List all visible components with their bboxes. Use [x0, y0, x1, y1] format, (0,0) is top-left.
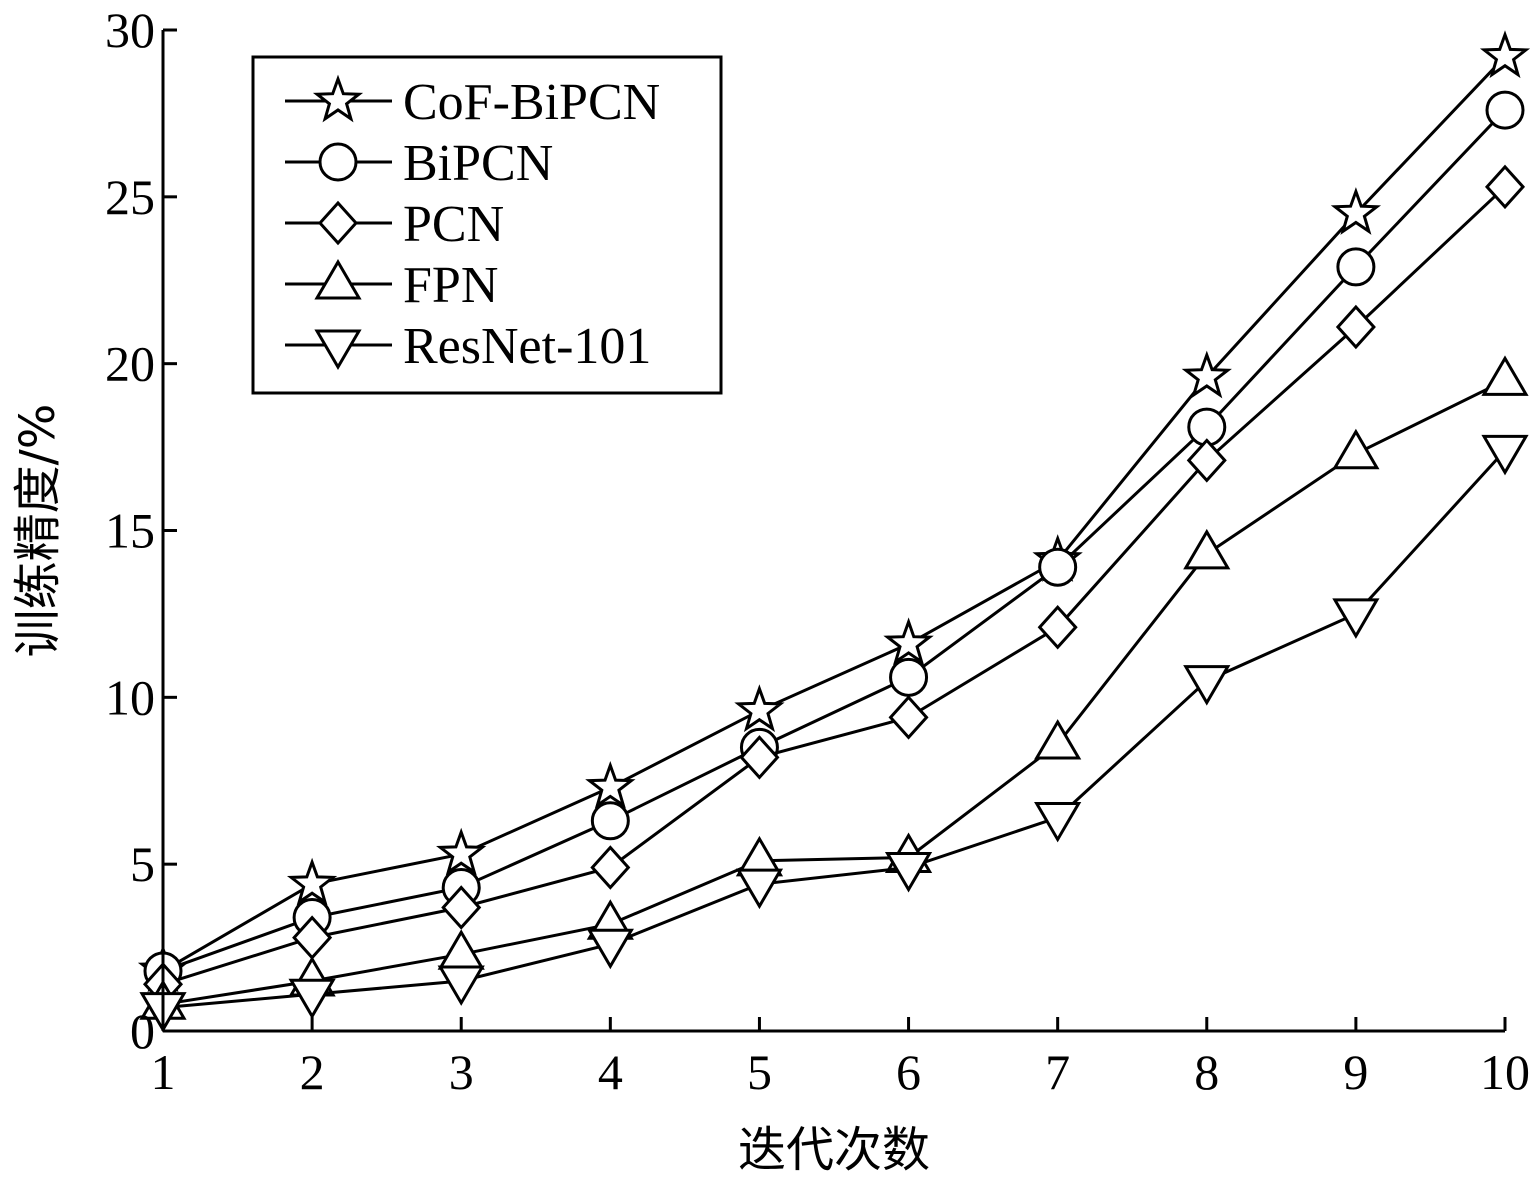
- series-line-resnet-101: [162, 449, 1507, 1010]
- point-fpn: [1034, 719, 1082, 760]
- x-tick-label: 7: [1045, 1044, 1070, 1100]
- point-cof-bipcn: [1479, 30, 1531, 79]
- point-fpn: [1183, 528, 1231, 570]
- point-resnet-101: [437, 965, 485, 1006]
- point-pcn: [888, 695, 929, 740]
- point-bipcn: [590, 801, 630, 841]
- legend-label: FPN: [403, 257, 498, 314]
- point-pcn: [1335, 304, 1376, 350]
- point-bipcn: [889, 657, 929, 697]
- point-pcn: [590, 845, 631, 890]
- x-tick-label: 6: [896, 1044, 921, 1100]
- point-fpn: [1332, 428, 1380, 470]
- point-pcn: [1484, 164, 1526, 210]
- y-tick-label: 5: [130, 836, 155, 892]
- point-resnet-101: [1183, 665, 1231, 706]
- legend-entry-fpn: FPN: [285, 257, 498, 314]
- series-pcn: [142, 164, 1526, 1007]
- point-bipcn: [1485, 90, 1525, 130]
- legend-marker: [318, 142, 358, 182]
- point-cof-bipcn: [734, 684, 785, 733]
- x-tick-label: 4: [598, 1044, 623, 1100]
- point-resnet-101: [884, 852, 933, 893]
- y-tick-label: 25: [105, 169, 155, 225]
- legend-marker: [317, 200, 359, 246]
- point-pcn: [441, 885, 482, 930]
- legend-marker: [314, 329, 362, 370]
- series-line-pcn: [162, 185, 1507, 986]
- point-cof-bipcn: [286, 857, 338, 906]
- point-cof-bipcn: [585, 760, 636, 809]
- point-resnet-101: [1332, 598, 1380, 639]
- point-pcn: [739, 735, 780, 780]
- legend-label: ResNet-101: [403, 318, 651, 375]
- x-tick-label: 1: [151, 1044, 176, 1100]
- x-tick-label: 10: [1480, 1044, 1530, 1100]
- point-resnet-101: [1481, 434, 1529, 476]
- y-tick-label: 30: [105, 2, 155, 58]
- series-line-cof-bipcn: [162, 55, 1507, 973]
- series-layer: [137, 30, 1531, 1033]
- point-cof-bipcn: [883, 617, 934, 666]
- series-resnet-101: [139, 434, 1529, 1033]
- legend-entry-bipcn: BiPCN: [285, 135, 553, 192]
- x-tick-label: 8: [1194, 1044, 1219, 1100]
- point-resnet-101: [1034, 801, 1082, 843]
- tick-labels: 1 2 3 4 5 6 7 8 9 10 0 5 10 15 20 25 30: [105, 2, 1530, 1100]
- point-bipcn: [1336, 247, 1376, 287]
- legend-entry-resnet-101: ResNet-101: [285, 318, 651, 375]
- point-cof-bipcn: [1181, 350, 1232, 399]
- point-fpn: [1481, 355, 1529, 396]
- point-bipcn: [1038, 547, 1078, 587]
- legend-marker: [314, 259, 362, 300]
- point-pcn: [1037, 605, 1078, 650]
- y-tick-label: 15: [105, 503, 155, 559]
- x-tick-label: 5: [747, 1044, 772, 1100]
- series-line-fpn: [162, 379, 1506, 1006]
- y-tick-label: 20: [105, 336, 155, 392]
- legend-label: PCN: [403, 196, 504, 253]
- point-resnet-101: [586, 928, 634, 970]
- legend-entry-pcn: PCN: [285, 196, 504, 253]
- point-resnet-101: [735, 868, 784, 910]
- x-tick-label: 9: [1343, 1044, 1368, 1100]
- legend-entry-cof-bipcn: CoF-BiPCN: [285, 74, 660, 131]
- series-fpn: [139, 355, 1529, 1020]
- x-axis-title: 迭代次数: [738, 1122, 930, 1178]
- legend-label: CoF-BiPCN: [403, 74, 660, 131]
- y-tick-label: 0: [130, 1003, 155, 1059]
- legend-marker: [312, 74, 364, 123]
- x-tick-label: 3: [449, 1044, 474, 1100]
- point-cof-bipcn: [436, 827, 487, 876]
- legend-label: BiPCN: [403, 135, 553, 192]
- axes: [161, 28, 1507, 1033]
- point-cof-bipcn: [1330, 187, 1382, 235]
- point-resnet-101: [288, 978, 336, 1020]
- y-axis-title: 训练精度/%: [10, 404, 66, 658]
- series-cof-bipcn: [137, 30, 1531, 993]
- x-tick-label: 2: [300, 1044, 325, 1100]
- point-pcn: [1186, 438, 1227, 483]
- y-tick-label: 10: [105, 669, 155, 725]
- series-line-bipcn: [162, 109, 1507, 973]
